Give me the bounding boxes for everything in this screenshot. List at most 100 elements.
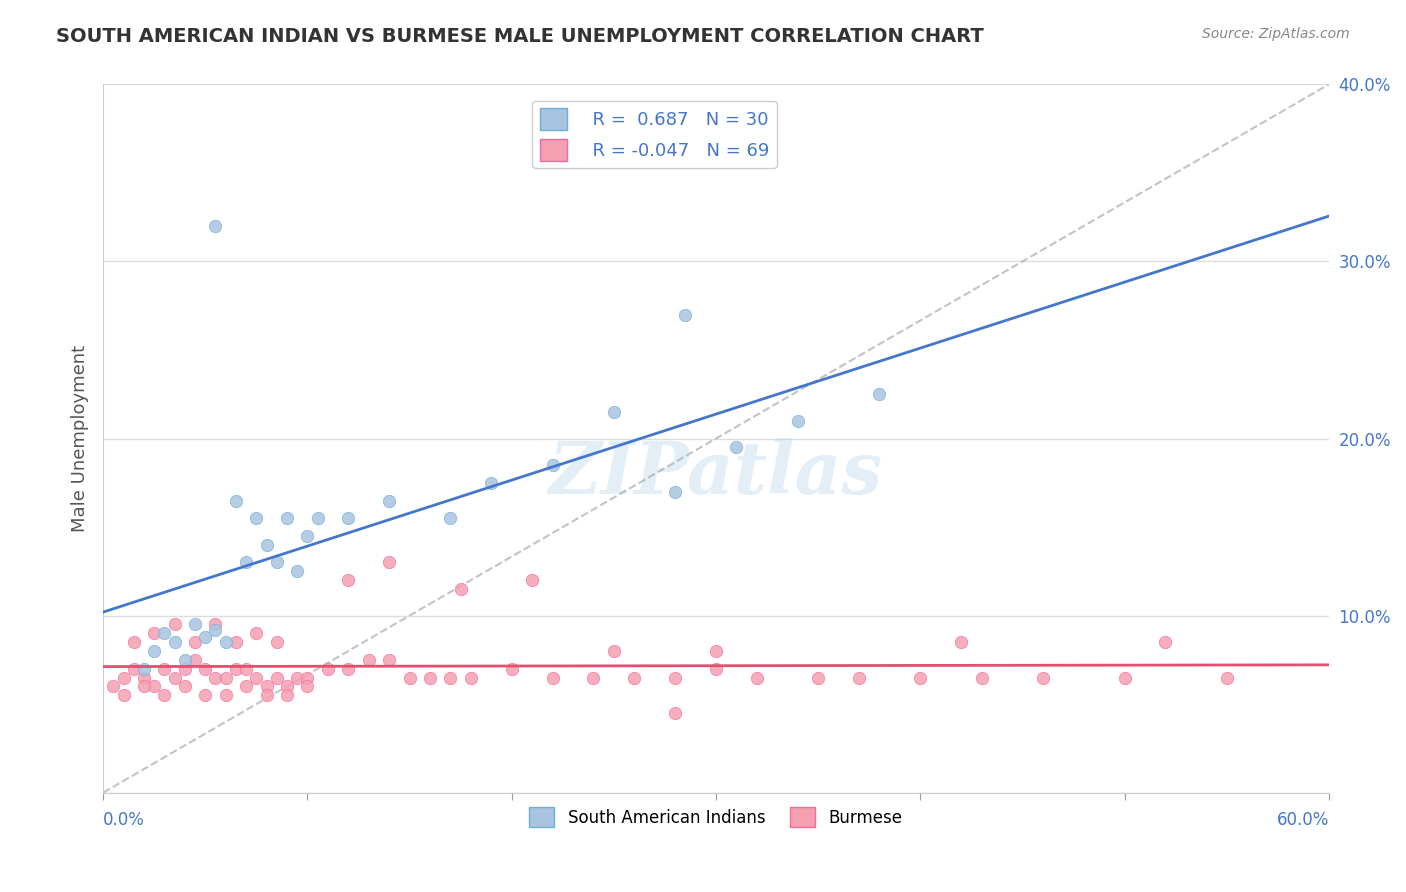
Point	[297, 529, 319, 543]
Point	[204, 671, 226, 685]
Point	[225, 493, 247, 508]
Point	[256, 688, 278, 702]
Point	[276, 680, 298, 694]
Point	[439, 511, 461, 525]
Point	[1114, 671, 1136, 685]
Point	[194, 662, 217, 676]
Point	[204, 219, 226, 233]
Text: ZIPatlas: ZIPatlas	[548, 439, 883, 509]
Point	[337, 662, 360, 676]
Text: 0.0%: 0.0%	[103, 811, 145, 829]
Point	[276, 688, 298, 702]
Point	[378, 493, 401, 508]
Point	[704, 644, 727, 658]
Point	[868, 387, 890, 401]
Point	[297, 671, 319, 685]
Point	[184, 653, 207, 667]
Point	[163, 671, 186, 685]
Point	[225, 662, 247, 676]
Point	[132, 662, 155, 676]
Point	[215, 688, 238, 702]
Point	[307, 511, 329, 525]
Point	[378, 556, 401, 570]
Point	[143, 644, 166, 658]
Point	[501, 662, 523, 676]
Point	[460, 671, 482, 685]
Point	[704, 662, 727, 676]
Point	[807, 671, 830, 685]
Point	[950, 635, 973, 649]
Point	[664, 671, 686, 685]
Point	[725, 441, 748, 455]
Point	[745, 671, 768, 685]
Point	[582, 671, 605, 685]
Point	[153, 688, 176, 702]
Point	[225, 635, 247, 649]
Text: Source: ZipAtlas.com: Source: ZipAtlas.com	[1202, 27, 1350, 41]
Point	[245, 511, 267, 525]
Point	[163, 617, 186, 632]
Point	[1154, 635, 1177, 649]
Point	[153, 662, 176, 676]
Point	[256, 538, 278, 552]
Point	[266, 635, 288, 649]
Point	[664, 484, 686, 499]
Point	[1032, 671, 1054, 685]
Point	[266, 556, 288, 570]
Point	[398, 671, 420, 685]
Point	[541, 671, 564, 685]
Point	[173, 653, 195, 667]
Point	[603, 405, 626, 419]
Point	[520, 573, 543, 587]
Point	[337, 511, 360, 525]
Point	[153, 626, 176, 640]
Point	[132, 671, 155, 685]
Point	[266, 671, 288, 685]
Point	[316, 662, 339, 676]
Point	[194, 630, 217, 644]
Point	[204, 617, 226, 632]
Point	[235, 680, 257, 694]
Point	[112, 688, 135, 702]
Point	[122, 635, 145, 649]
Point	[215, 635, 238, 649]
Point	[541, 458, 564, 472]
Point	[204, 623, 226, 637]
Point	[184, 617, 207, 632]
Point	[479, 475, 502, 490]
Point	[173, 680, 195, 694]
Point	[970, 671, 993, 685]
Point	[215, 671, 238, 685]
Point	[1215, 671, 1237, 685]
Point	[285, 565, 308, 579]
Text: SOUTH AMERICAN INDIAN VS BURMESE MALE UNEMPLOYMENT CORRELATION CHART: SOUTH AMERICAN INDIAN VS BURMESE MALE UN…	[56, 27, 984, 45]
Point	[122, 662, 145, 676]
Point	[132, 680, 155, 694]
Point	[673, 308, 696, 322]
Point	[910, 671, 932, 685]
Point	[378, 653, 401, 667]
Point	[357, 653, 380, 667]
Point	[603, 644, 626, 658]
Point	[276, 511, 298, 525]
Point	[664, 706, 686, 720]
Point	[245, 626, 267, 640]
Point	[623, 671, 645, 685]
Legend: South American Indians, Burmese: South American Indians, Burmese	[523, 800, 910, 834]
Point	[235, 556, 257, 570]
Point	[786, 414, 808, 428]
Point	[450, 582, 472, 596]
Point	[143, 626, 166, 640]
Point	[848, 671, 870, 685]
Point	[103, 680, 125, 694]
Text: 60.0%: 60.0%	[1277, 811, 1329, 829]
Point	[112, 671, 135, 685]
Point	[419, 671, 441, 685]
Point	[184, 635, 207, 649]
Point	[337, 573, 360, 587]
Point	[285, 671, 308, 685]
Point	[143, 680, 166, 694]
Y-axis label: Male Unemployment: Male Unemployment	[72, 345, 89, 533]
Point	[245, 671, 267, 685]
Point	[173, 662, 195, 676]
